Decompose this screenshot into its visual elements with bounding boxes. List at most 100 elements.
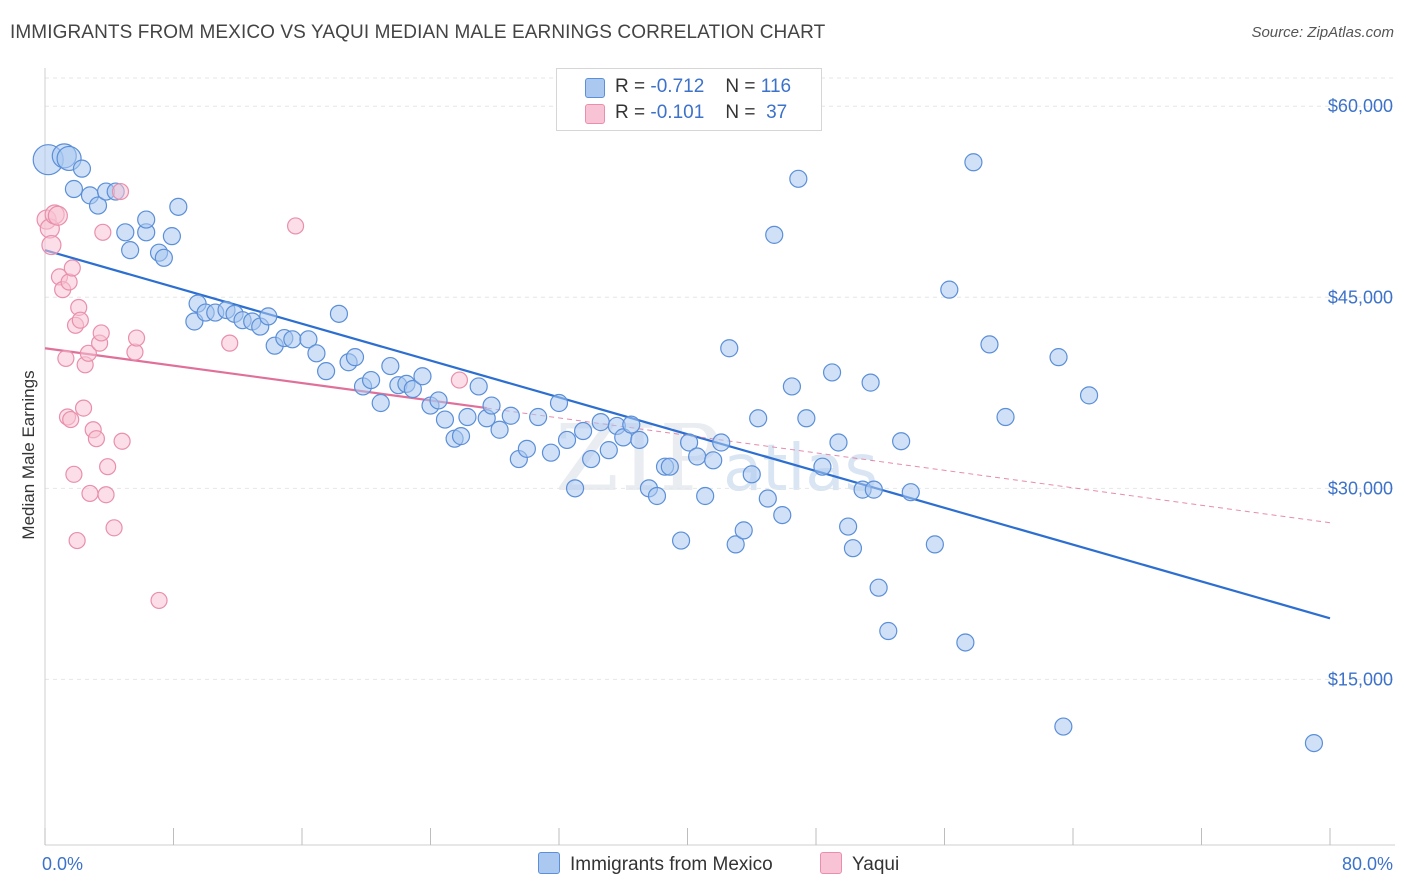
point-mexico-102 — [901, 483, 920, 502]
axes — [44, 68, 1395, 846]
trend-line-yaqui — [44, 347, 1331, 524]
point-mexico-12 — [121, 241, 140, 260]
point-mexico-110 — [1054, 717, 1073, 736]
point-mexico-29 — [283, 330, 302, 349]
point-yaqui-4 — [47, 205, 68, 226]
point-mexico-84 — [749, 409, 768, 428]
point-yaqui-2 — [41, 234, 62, 256]
point-yaqui-19 — [79, 344, 97, 362]
point-mexico-65 — [599, 441, 618, 460]
x-tick-label-1: 80.0% — [1342, 854, 1393, 874]
point-yaqui-22 — [87, 430, 106, 448]
point-mexico-33 — [329, 304, 349, 323]
bottom-legend-label-mexico: Immigrants from Mexico — [570, 854, 773, 875]
point-mexico-98 — [864, 480, 883, 499]
point-mexico-92 — [822, 363, 842, 382]
point-mexico-100 — [879, 621, 898, 641]
point-mexico-53 — [490, 420, 509, 439]
bottom-legend-swatch-yaqui — [820, 852, 842, 874]
point-mexico-112 — [1304, 733, 1324, 753]
point-mexico-104 — [940, 280, 959, 299]
point-yaqui-30 — [113, 432, 131, 450]
point-mexico-91 — [813, 457, 832, 476]
point-mexico-93 — [829, 433, 848, 452]
point-mexico-59 — [549, 393, 569, 413]
point-mexico-99 — [869, 578, 888, 597]
point-mexico-57 — [529, 407, 548, 427]
point-mexico-38 — [371, 393, 390, 413]
point-mexico-94 — [839, 517, 858, 536]
legend-n-value-mexico: 116 — [760, 76, 792, 97]
point-mexico-76 — [688, 447, 707, 466]
point-mexico-39 — [381, 356, 400, 376]
point-mexico-52 — [482, 396, 501, 415]
point-mexico-64 — [591, 413, 610, 432]
legend-n-label: N = — [725, 76, 756, 97]
bottom-legend-mexico: Immigrants from Mexico — [538, 852, 773, 876]
y-axis-label: Median Male Earnings — [19, 370, 38, 540]
point-mexico-82 — [734, 521, 753, 540]
y-tick-label-1: $30,000 — [1328, 478, 1393, 498]
point-mexico-79 — [712, 433, 731, 452]
point-mexico-37 — [361, 370, 381, 390]
point-yaqui-32 — [127, 329, 146, 347]
point-mexico-89 — [789, 169, 808, 188]
point-mexico-4 — [64, 179, 84, 199]
source-label: Source: ZipAtlas.com — [1251, 24, 1394, 41]
point-mexico-73 — [660, 457, 679, 476]
point-yaqui-33 — [150, 591, 168, 610]
point-yaqui-12 — [65, 465, 83, 483]
point-mexico-105 — [956, 633, 975, 652]
y-tick-label-2: $45,000 — [1328, 287, 1393, 307]
point-mexico-54 — [501, 406, 520, 425]
point-yaqui-14 — [68, 531, 86, 550]
point-mexico-78 — [704, 451, 723, 470]
point-yaqui-11 — [63, 259, 81, 277]
point-yaqui-34 — [221, 334, 239, 352]
point-mexico-26 — [259, 307, 278, 326]
point-yaqui-36 — [450, 371, 469, 389]
point-mexico-108 — [996, 407, 1015, 427]
point-yaqui-7 — [57, 349, 75, 368]
point-mexico-48 — [451, 427, 471, 446]
points-yaqui — [36, 182, 469, 610]
point-mexico-103 — [925, 535, 944, 554]
point-mexico-74 — [671, 531, 691, 550]
point-mexico-97 — [861, 373, 880, 392]
point-mexico-45 — [429, 391, 448, 410]
point-mexico-71 — [647, 486, 667, 506]
point-mexico-81 — [726, 535, 745, 554]
legend-swatch-mexico — [585, 78, 605, 98]
point-mexico-14 — [154, 248, 173, 267]
point-yaqui-16 — [71, 311, 89, 329]
point-mexico-42 — [403, 379, 422, 399]
legend-n-label: N = — [725, 102, 756, 123]
point-mexico-86 — [765, 225, 784, 244]
point-mexico-15 — [162, 227, 181, 246]
point-yaqui-10 — [62, 410, 80, 429]
point-mexico-3 — [72, 159, 92, 178]
y-tick-label-3: $60,000 — [1328, 96, 1393, 116]
point-yaqui-35 — [286, 217, 305, 235]
point-yaqui-29 — [111, 182, 130, 201]
point-mexico-111 — [1079, 386, 1099, 405]
trend-line-yaqui-solid — [44, 347, 487, 410]
point-yaqui-27 — [99, 458, 117, 476]
point-mexico-11 — [137, 210, 156, 229]
point-mexico-46 — [435, 410, 455, 429]
point-mexico-75 — [680, 433, 699, 452]
bottom-legend-label-yaqui: Yaqui — [852, 854, 900, 875]
point-mexico-32 — [316, 362, 336, 381]
point-mexico-58 — [541, 443, 561, 462]
point-mexico-107 — [980, 335, 999, 354]
bottom-legend-swatch-mexico — [538, 852, 560, 874]
point-mexico-30 — [299, 330, 318, 349]
legend-n-value-yaqui: 37 — [766, 102, 788, 123]
point-mexico-80 — [720, 339, 739, 358]
x-tick-label-0: 0.0% — [42, 854, 83, 874]
y-tick-label-0: $15,000 — [1328, 669, 1393, 689]
point-mexico-88 — [782, 377, 802, 396]
legend: R = -0.712 N = 116 R = -0.101 N = 37 — [556, 68, 822, 131]
point-mexico-106 — [964, 153, 983, 172]
point-mexico-63 — [582, 449, 601, 469]
